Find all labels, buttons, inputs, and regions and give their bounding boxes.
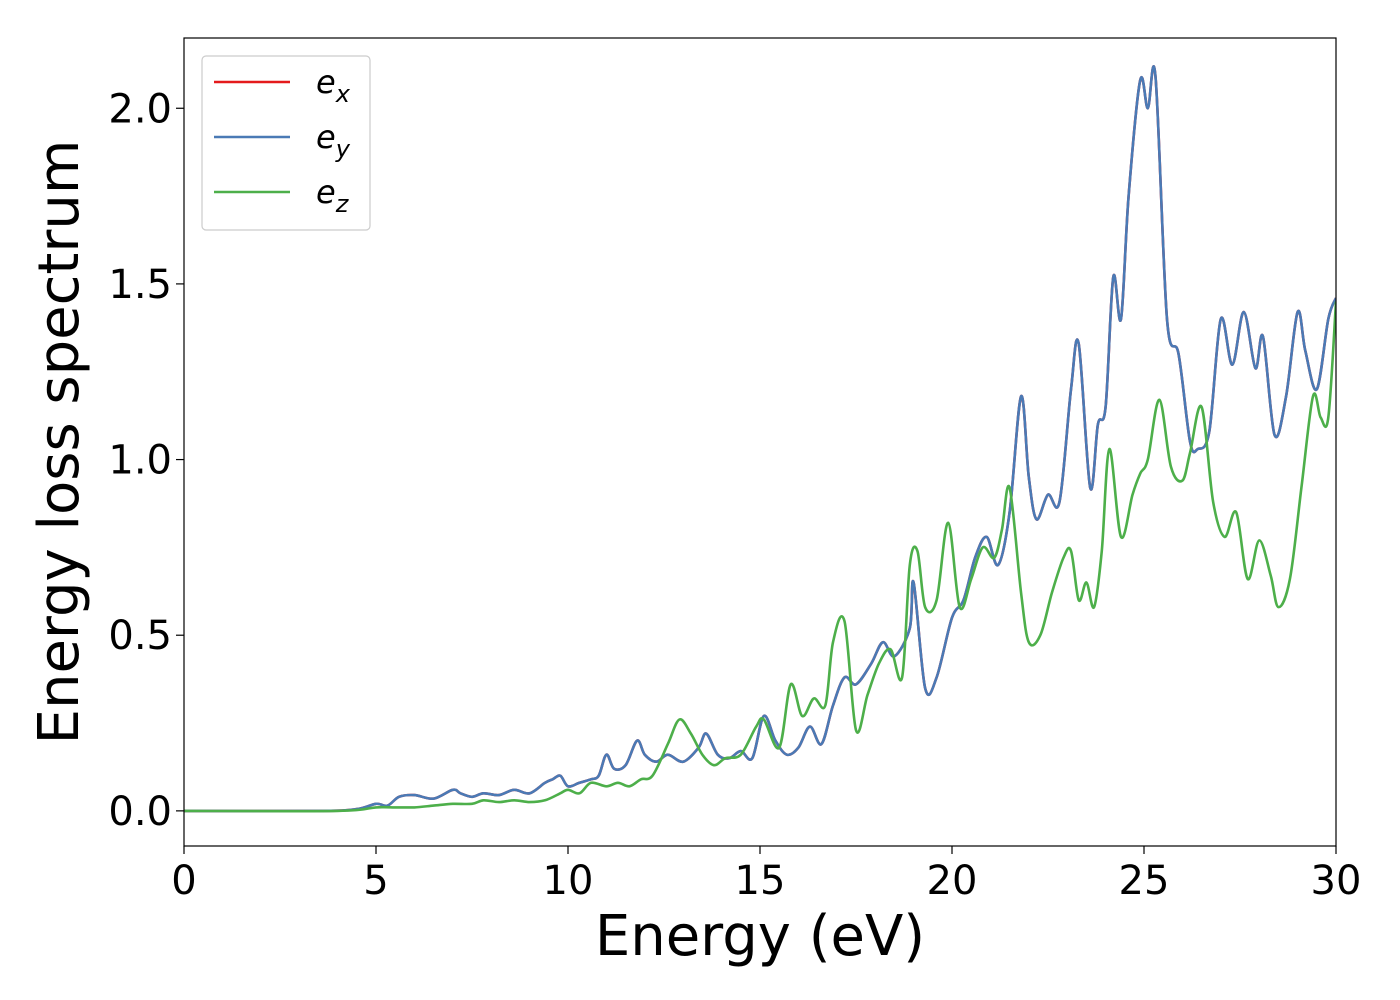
y-tick-label: 0.5	[108, 613, 172, 659]
legend-label-ex: ex	[316, 63, 351, 108]
legend-label-ez: ez	[316, 173, 350, 218]
y-tick-label: 0.0	[108, 789, 172, 835]
legend-label-ey: ey	[316, 118, 351, 163]
x-tick-label: 15	[735, 858, 786, 904]
y-tick-label: 1.5	[108, 262, 172, 308]
x-tick-label: 25	[1119, 858, 1170, 904]
x-axis-label: Energy (eV)	[595, 904, 925, 969]
series-line-ez	[184, 301, 1336, 813]
y-tick-label: 1.0	[108, 438, 172, 484]
x-tick-label: 5	[363, 858, 388, 904]
x-tick-label: 0	[171, 858, 196, 904]
y-axis: 0.0 0.5 1.0 1.5 2.0	[108, 86, 184, 835]
x-tick-label: 20	[927, 858, 978, 904]
legend: ex ey ez	[201, 55, 371, 231]
x-tick-label: 30	[1311, 858, 1362, 904]
x-tick-label: 10	[543, 858, 594, 904]
legend-box	[201, 55, 371, 231]
y-axis-label: Energy loss spectrum	[27, 140, 92, 745]
plot-lines	[184, 65, 1336, 813]
y-tick-label: 2.0	[108, 86, 172, 132]
x-axis: 0 5 10 15 20 25 30	[171, 846, 1361, 904]
